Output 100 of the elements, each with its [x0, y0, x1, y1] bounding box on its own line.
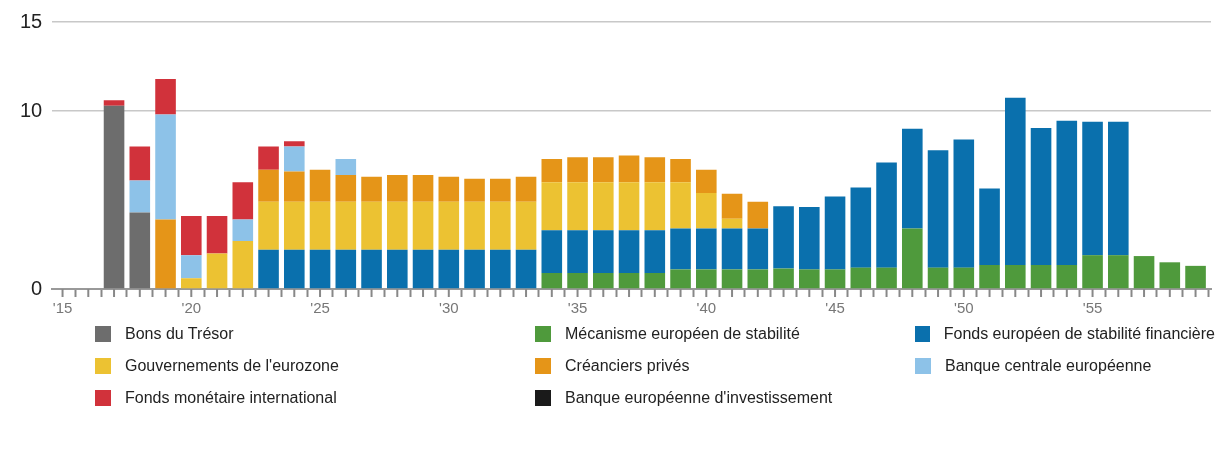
bar — [1133, 256, 1155, 289]
bar — [850, 267, 872, 289]
bar — [670, 228, 691, 270]
bar — [181, 255, 202, 279]
bar — [490, 249, 511, 289]
legend-label: Fonds européen de stabilité financière — [943, 325, 1215, 343]
legend-label: Créanciers privés — [565, 357, 690, 375]
bar — [747, 228, 769, 270]
legend-label: Banque européenne d'investissement — [565, 389, 833, 407]
bar — [284, 249, 305, 289]
bar — [670, 159, 691, 183]
bar — [1082, 121, 1103, 256]
x-tick-label: '50 — [954, 299, 974, 317]
bar — [284, 171, 305, 202]
bar — [284, 201, 305, 250]
bar — [670, 182, 691, 229]
legend-label: Bons du Trésor — [125, 325, 234, 343]
bar — [824, 269, 846, 289]
bar — [927, 150, 949, 268]
x-tick-label: '15 — [52, 299, 73, 317]
bar — [541, 272, 563, 289]
bar — [799, 207, 820, 270]
bar — [412, 175, 434, 202]
x-tick-label: '35 — [567, 299, 588, 317]
bar — [618, 182, 640, 231]
bar — [1005, 97, 1026, 265]
bar — [902, 228, 923, 289]
bar — [361, 176, 382, 202]
bar — [206, 253, 228, 289]
bar — [567, 272, 588, 289]
bar — [155, 78, 176, 115]
bar — [155, 219, 176, 289]
bar — [618, 155, 640, 183]
bar — [258, 146, 279, 170]
bar — [644, 157, 666, 183]
bar — [850, 187, 872, 268]
bar — [618, 230, 640, 273]
bar — [644, 182, 666, 231]
bar — [181, 278, 202, 289]
x-tick-label: '55 — [1082, 299, 1103, 317]
bar — [335, 249, 357, 289]
bar — [103, 100, 125, 106]
y-tick-label: 0 — [31, 276, 43, 299]
bar — [515, 176, 537, 202]
bar — [567, 157, 588, 183]
y-tick-label: 15 — [20, 9, 43, 32]
bar — [876, 267, 897, 289]
bar — [953, 139, 975, 268]
bar — [258, 201, 279, 250]
bar — [721, 228, 743, 270]
bar — [541, 159, 563, 183]
bar — [335, 201, 357, 250]
bar — [515, 201, 537, 250]
bar — [309, 201, 331, 250]
x-tick-label: '25 — [310, 299, 330, 317]
bar — [181, 216, 202, 256]
bar — [593, 230, 614, 273]
bar — [490, 178, 511, 202]
bar — [1159, 262, 1181, 289]
bar — [438, 249, 460, 289]
bar — [464, 178, 485, 202]
bar — [644, 272, 666, 289]
bar — [696, 169, 717, 193]
bar — [232, 219, 254, 241]
bar — [902, 128, 923, 229]
bar — [593, 182, 614, 231]
bar — [464, 249, 485, 289]
bar — [721, 193, 743, 219]
bar — [232, 240, 254, 289]
bar — [644, 230, 666, 273]
legend-label: Gouvernements de l'eurozone — [125, 357, 339, 375]
bar — [747, 201, 769, 229]
bar — [1030, 264, 1052, 289]
bar — [387, 201, 408, 250]
bar — [773, 268, 794, 289]
bar — [309, 249, 331, 289]
bar — [387, 249, 408, 289]
bar — [567, 230, 588, 273]
bar — [361, 201, 382, 250]
x-tick-label: '20 — [181, 299, 202, 317]
bar — [799, 269, 820, 289]
bar — [696, 192, 717, 229]
legend-label: Fonds monétaire international — [125, 389, 337, 407]
bar — [773, 206, 794, 269]
bar — [490, 201, 511, 250]
bar — [232, 182, 254, 220]
bar — [206, 216, 228, 254]
bar — [618, 272, 640, 289]
bar — [1005, 264, 1026, 289]
bar — [412, 201, 434, 250]
bar — [335, 159, 357, 176]
bar — [1082, 255, 1103, 289]
bar — [258, 169, 279, 202]
bar — [927, 267, 949, 289]
bar — [309, 169, 331, 202]
bar — [284, 146, 305, 172]
bar — [464, 201, 485, 250]
bar — [335, 175, 357, 202]
x-tick-label: '40 — [696, 299, 717, 317]
bar — [129, 180, 151, 213]
